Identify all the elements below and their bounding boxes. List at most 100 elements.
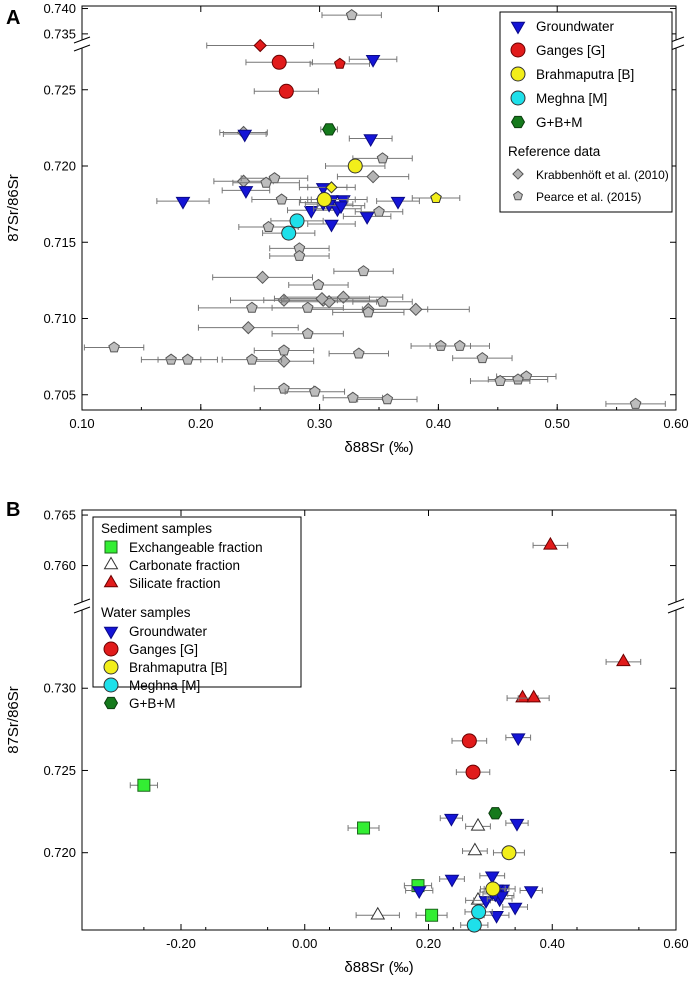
- panel-b-point-groundwater: [411, 886, 427, 900]
- panel-b-axis-break-gap: [670, 602, 682, 610]
- panel-b-y-tick-label: 0.725: [43, 763, 76, 778]
- panel-b-point-groundwater: [494, 891, 509, 904]
- panel-b-point-exchangeable: [137, 778, 151, 792]
- panel-a-axis-break-mark: [73, 44, 91, 52]
- panel-b-axes: -0.20 0.00 0.20 0.40 0.60 0.720 0.725 0.730 0.76…: [5, 508, 689, 976]
- panel-b-legend-group-title: Water samples: [101, 605, 191, 620]
- panel-a-point-groundwater: [238, 186, 254, 199]
- panel-a-point-pearce: [362, 306, 375, 318]
- panel-a-x-tick-label: 0.20: [188, 416, 213, 431]
- panel-a-point-groundwater: [363, 134, 379, 148]
- panel-a-point-pearce: [301, 327, 314, 339]
- panel-a-legend-marker-meghna: [510, 90, 526, 106]
- panel-a-point-krabbenhoft: [366, 169, 380, 184]
- panel-a-legend-group-title: Reference data: [508, 144, 601, 159]
- panel-a-point-groundwater: [333, 201, 349, 215]
- panel-a-x-tick-label: 0.50: [545, 416, 570, 431]
- panel-b-legend-marker-exchangeable: [104, 540, 118, 554]
- panel-a-point-ganges_pentagon: [333, 57, 346, 69]
- panel-a-point-pearce: [373, 205, 385, 217]
- panel-b-point-groundwater: [478, 896, 494, 909]
- panel-a-legend-label-meghna: Meghna [M]: [536, 91, 607, 106]
- panel-a-point-pearce: [246, 301, 258, 313]
- panel-a-point-meghna: [289, 213, 305, 229]
- panel-a-x-tick-label: 0.30: [307, 416, 332, 431]
- panel-b-legend-marker-gbm: [103, 696, 119, 710]
- panel-b-legend-marker-meghna: [103, 677, 119, 693]
- panel-a-point-groundwater: [359, 212, 375, 225]
- panel-b-axis-break-mark: [667, 606, 685, 614]
- panel-b-point-ganges: [461, 733, 477, 749]
- panel-b-point-groundwater: [489, 910, 504, 924]
- panel-a-point-meghna: [281, 225, 297, 241]
- panel-a-point-krabbenhoft: [315, 291, 329, 306]
- panel-b-point-ganges: [465, 764, 481, 780]
- panel-a-point-pearce: [108, 341, 120, 353]
- panel-a-point-pearce: [278, 344, 290, 356]
- panel-b-point-silicate: [616, 653, 631, 667]
- panel-b-y-tick-label: 0.760: [43, 558, 76, 573]
- panel-a-point-pearce: [376, 152, 389, 164]
- panel-b-x-tick-label: 0.60: [663, 936, 688, 951]
- panel-a-point-pearce: [312, 278, 325, 290]
- panel-b-label: B: [6, 499, 20, 521]
- panel-a-x-tick-label: 0.40: [426, 416, 451, 431]
- panel-a-point-pearce: [309, 385, 321, 397]
- panel-b-x-tick-label: 0.40: [540, 936, 565, 951]
- panel-a-point-pearce: [262, 220, 275, 232]
- panel-a-y-tick-label: 0.725: [43, 82, 76, 97]
- panel-b-legend-label-brahmaputra: Brahmaputra [B]: [129, 660, 227, 675]
- panel-a-point-groundwater: [390, 196, 406, 210]
- panel-a-point-pearce: [376, 295, 389, 307]
- panel-a-point-pearce: [278, 382, 290, 394]
- panel-b-x-tick-label: 0.00: [292, 936, 317, 951]
- panel-b-legend-marker-groundwater: [103, 626, 119, 640]
- panel-a-point-pearce: [494, 374, 506, 386]
- panel-a-y-tick-label: 0.710: [43, 311, 76, 326]
- panel-a-legend-label-ganges: Ganges [G]: [536, 43, 605, 58]
- panel-b-legend-label-silicate: Silicate fraction: [129, 576, 221, 591]
- panel-b-point-groundwater: [444, 874, 460, 888]
- panel-a-legend-marker-ganges: [510, 42, 526, 58]
- panel-b-legend-box: [92, 516, 302, 688]
- panel-a-point-krabbenhoft: [277, 354, 291, 368]
- panel-a-point-ganges: [271, 54, 287, 70]
- panel-a-point-pearce: [165, 353, 177, 365]
- panel-b-x-axis-label: δ88Sr (‰): [344, 959, 413, 976]
- panel-a-y-tick-label: 0.740: [43, 1, 76, 16]
- panel-a-legend-label-brahmaputra: Brahmaputra [B]: [536, 67, 634, 82]
- panel-a-point-groundwater: [237, 129, 253, 143]
- panel-a-point-groundwater: [324, 219, 339, 233]
- panel-a-axis-break-gap: [670, 40, 682, 48]
- panel-a-point-brahmaputra: [347, 158, 363, 174]
- panel-a-legend-label-pearce: Pearce et al. (2015): [536, 190, 641, 204]
- panel-b-point-carbonate: [470, 817, 486, 831]
- panel-a-point-brahmaputra_diamond: [325, 181, 338, 194]
- panel-a-axis-break-gap: [76, 40, 88, 48]
- panel-a: A 0.10 0.20 0.30 0.40 0.50 0.60 0.705 0.710 0.71…: [5, 1, 689, 456]
- panel-b-point-groundwater: [510, 733, 526, 747]
- panel-a-axes: 0.10 0.20 0.30 0.40 0.50 0.60 0.705 0.710 0.715 0…: [5, 1, 689, 456]
- panel-b-legend-label-carbonate: Carbonate fraction: [129, 558, 240, 573]
- panel-b-point-silicate: [515, 689, 530, 703]
- panel-a-legend-label-gbm: G+B+M: [536, 115, 583, 130]
- panel-a-point-ganges_diamond: [253, 38, 267, 53]
- panel-b-point-silicate: [543, 536, 558, 550]
- panel-a-point-pearce: [434, 339, 447, 351]
- panel-b-y-tick-label: 0.765: [43, 508, 76, 523]
- panel-b-point-exchangeable: [425, 908, 439, 922]
- panel-b-legend-marker-brahmaputra: [103, 659, 119, 675]
- panel-a-point-pearce: [293, 249, 306, 261]
- panel-a-legend: Groundwater Ganges [G] Brahmaputra [B] Megh…: [499, 11, 673, 213]
- panel-a-point-krabbenhoft: [255, 270, 270, 285]
- panel-a-point-groundwater: [175, 196, 191, 210]
- panel-b-point-carbonate: [370, 906, 386, 920]
- panel-a-y-tick-label: 0.720: [43, 159, 76, 174]
- panel-a-x-tick-label: 0.10: [69, 416, 94, 431]
- panel-a-point-pearce: [301, 301, 314, 313]
- panel-a-marks: [83, 9, 666, 409]
- panel-b-legend-label-gbm: G+B+M: [129, 696, 176, 711]
- panel-b-point-gbm: [488, 807, 503, 820]
- panel-a-legend-label-krabbenhoft: Krabbenhöft et al. (2010): [536, 168, 669, 182]
